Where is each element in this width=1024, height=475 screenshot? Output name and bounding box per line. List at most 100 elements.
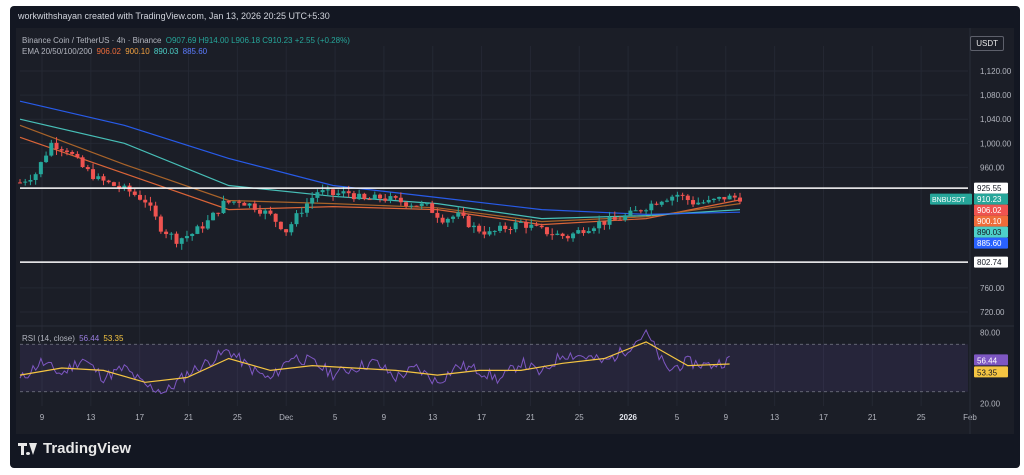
x-tick-label: 21 bbox=[868, 413, 877, 422]
candle-body bbox=[252, 203, 257, 210]
x-tick-label: 2026 bbox=[619, 413, 637, 422]
chart-frame: workwithshayan created with TradingView.… bbox=[10, 6, 1020, 468]
candle-body bbox=[680, 194, 685, 196]
candle-body bbox=[101, 176, 106, 181]
candle-body bbox=[451, 216, 456, 219]
candle-body bbox=[59, 149, 64, 151]
rsi-ma-value: 53.35 bbox=[103, 334, 124, 343]
candle-body bbox=[378, 194, 382, 199]
symbol-tag bbox=[930, 193, 972, 205]
candle-body bbox=[471, 225, 476, 228]
x-tick-label: Dec bbox=[279, 413, 293, 422]
x-tick-label: 9 bbox=[382, 413, 387, 422]
candle-body bbox=[633, 210, 638, 212]
candle-body bbox=[466, 215, 471, 228]
price-label-text: 925.55 bbox=[977, 184, 1002, 193]
price-label-text: 910.23 bbox=[977, 195, 1002, 204]
rsi-ma-value-label bbox=[974, 366, 1008, 378]
tradingview-logo-icon bbox=[18, 442, 38, 455]
ema100-value: 890.03 bbox=[153, 47, 179, 56]
candle-body bbox=[659, 201, 664, 205]
price-label-last bbox=[974, 193, 1008, 205]
candle-body bbox=[294, 213, 299, 225]
candle-body bbox=[96, 176, 101, 179]
candle-body bbox=[738, 197, 742, 202]
price-label-text: 802.74 bbox=[977, 258, 1002, 267]
candle-body bbox=[576, 230, 581, 234]
candle-body bbox=[398, 197, 403, 203]
candle-body bbox=[414, 205, 419, 207]
candle-body bbox=[28, 180, 33, 182]
ema20-line bbox=[19, 136, 741, 226]
candle-body bbox=[70, 151, 75, 154]
price-label-ema50 bbox=[974, 215, 1008, 227]
candle-body bbox=[320, 190, 325, 193]
candle-body bbox=[106, 180, 111, 183]
ohlc-values: O907.69 H914.00 L906.18 C910.23 +2.55 (+… bbox=[165, 36, 350, 45]
rsi-line bbox=[19, 328, 730, 395]
candle-body bbox=[200, 226, 205, 229]
candle-body bbox=[440, 217, 445, 223]
candle-body bbox=[184, 236, 189, 239]
rsi-y-tick-label: 80.00 bbox=[980, 328, 1001, 337]
candle-body bbox=[75, 153, 80, 158]
candle-body bbox=[325, 189, 330, 191]
candle-body bbox=[664, 200, 669, 202]
candle-body bbox=[602, 221, 607, 225]
candle-body bbox=[518, 221, 523, 223]
candle-body bbox=[529, 224, 534, 228]
candle-body bbox=[304, 203, 309, 213]
x-tick-label: 25 bbox=[575, 413, 584, 422]
candle-body bbox=[711, 198, 716, 200]
price-chart-svg[interactable]: 9 13 17 21 25 Dec 5 9 13 17 21 25 2026 5 9 13 17 21 25 Feb1… bbox=[16, 28, 1014, 434]
candle-body bbox=[372, 194, 377, 200]
candle-body bbox=[273, 213, 278, 222]
candle-body bbox=[644, 210, 649, 212]
candle-body bbox=[675, 194, 680, 197]
candle-body bbox=[477, 225, 482, 232]
candle-body bbox=[351, 193, 356, 200]
candle-body bbox=[169, 233, 174, 235]
candle-body bbox=[54, 142, 59, 150]
chart-area[interactable]: 9 13 17 21 25 Dec 5 9 13 17 21 25 2026 5 9 13 17 21 25 Feb 1… bbox=[16, 28, 1014, 434]
candle-body bbox=[487, 231, 492, 235]
symbol-tag-text: BNBUSDT bbox=[932, 197, 966, 204]
candle-body bbox=[221, 200, 226, 214]
candle-body bbox=[404, 202, 409, 207]
x-tick-label: 5 bbox=[675, 413, 680, 422]
candle-body bbox=[357, 193, 362, 200]
candle-body bbox=[513, 222, 518, 230]
author-line: workwithshayan created with TradingView.… bbox=[18, 11, 330, 21]
candle-body bbox=[424, 203, 429, 205]
candle-body bbox=[341, 191, 346, 194]
symbol-name: Binance Coin / TetherUS · 4h · Binance bbox=[22, 36, 162, 45]
candle-body bbox=[607, 217, 612, 225]
x-tick-label: 17 bbox=[477, 413, 486, 422]
ema-label: EMA 20/50/100/200 bbox=[22, 47, 93, 56]
currency-button[interactable]: USDT bbox=[970, 36, 1004, 51]
candle-body bbox=[85, 167, 90, 170]
candle-body bbox=[591, 228, 596, 232]
candle-body bbox=[685, 195, 690, 201]
candle-body bbox=[284, 229, 289, 233]
candle-body bbox=[393, 196, 398, 198]
candle-body bbox=[148, 202, 153, 206]
candle-body bbox=[195, 226, 200, 234]
candle-body bbox=[565, 235, 570, 239]
candle-body bbox=[571, 233, 576, 239]
y-tick-label: 1,040.00 bbox=[980, 115, 1012, 124]
candle-body bbox=[618, 219, 622, 221]
brand-name: TradingView bbox=[43, 440, 132, 457]
ema200-value: 885.60 bbox=[182, 47, 208, 56]
candle-body bbox=[143, 199, 148, 203]
candle-body bbox=[419, 203, 424, 206]
candle-body bbox=[242, 202, 247, 206]
candle-body bbox=[111, 182, 116, 186]
candle-body bbox=[560, 233, 565, 236]
candle-body bbox=[346, 191, 351, 194]
candle-body bbox=[670, 196, 675, 201]
candle-body bbox=[445, 218, 450, 223]
candle-body bbox=[367, 199, 372, 201]
candle-body bbox=[331, 189, 336, 196]
candle-body bbox=[722, 196, 727, 200]
